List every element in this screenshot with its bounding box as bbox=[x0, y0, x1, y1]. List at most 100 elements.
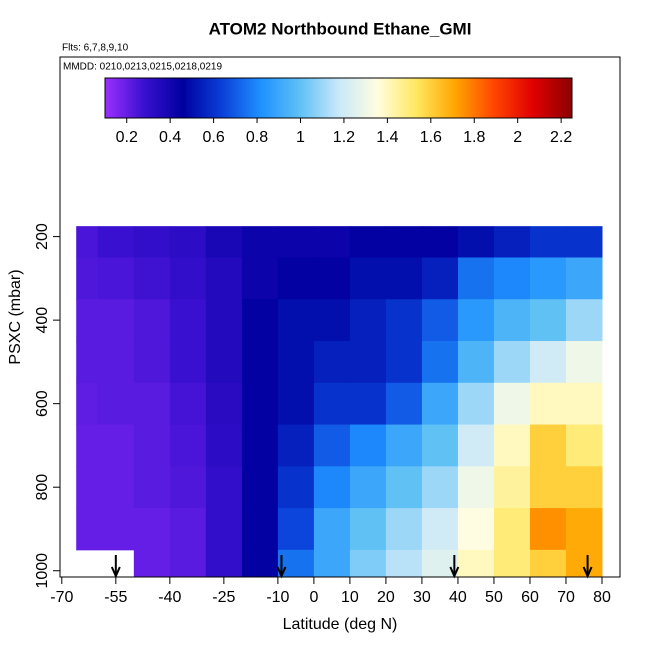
heat-cell bbox=[457, 226, 495, 258]
heat-cell bbox=[205, 466, 243, 509]
heat-cell bbox=[76, 466, 99, 509]
x-tick-label: -10 bbox=[266, 589, 289, 606]
heat-cell bbox=[76, 508, 99, 551]
heat-cell bbox=[97, 226, 135, 258]
x-tick-label: 60 bbox=[521, 589, 539, 606]
colorbar-tick-label: 1.2 bbox=[333, 129, 355, 146]
colorbar bbox=[104, 77, 573, 119]
heat-cell bbox=[493, 508, 531, 551]
heat-cell bbox=[529, 508, 567, 551]
heat-cell bbox=[385, 257, 423, 300]
colorbar-tick-label: 2.2 bbox=[550, 129, 572, 146]
subtitle: Flts: 6,7,8,9,10 bbox=[62, 43, 129, 54]
heat-cell bbox=[205, 382, 243, 426]
heat-cell bbox=[205, 341, 243, 384]
x-tick-label: 20 bbox=[377, 589, 395, 606]
heat-cell bbox=[133, 424, 171, 467]
heat-cell bbox=[205, 257, 243, 300]
heat-cell bbox=[313, 341, 351, 384]
heat-cell bbox=[169, 299, 207, 342]
heat-cell bbox=[277, 508, 315, 551]
heat-cell bbox=[241, 257, 279, 300]
heat-cell bbox=[277, 257, 315, 300]
heat-cell bbox=[277, 424, 315, 467]
heat-cell bbox=[385, 299, 423, 342]
heat-cell bbox=[277, 549, 315, 578]
heat-cell bbox=[76, 299, 99, 342]
heat-cell bbox=[133, 508, 171, 551]
heat-cell bbox=[421, 299, 459, 342]
heat-cell bbox=[313, 508, 351, 551]
heat-cell bbox=[457, 382, 495, 426]
heat-cell bbox=[97, 508, 135, 551]
arrow-head bbox=[449, 566, 460, 579]
y-tick-label: 1000 bbox=[34, 553, 51, 589]
heat-cell bbox=[241, 424, 279, 467]
heat-cell bbox=[205, 299, 243, 342]
heat-cell bbox=[241, 226, 279, 258]
heat-cell bbox=[457, 466, 495, 509]
chart-title: ATOM2 Northbound Ethane_GMI bbox=[209, 19, 472, 38]
colorbar-tick-label: 0.2 bbox=[116, 129, 138, 146]
y-tick-label: 400 bbox=[34, 307, 51, 334]
colorbar-tick-label: 1.8 bbox=[463, 129, 485, 146]
x-tick-label: -40 bbox=[158, 589, 181, 606]
heat-cell bbox=[529, 466, 567, 509]
heat-cell bbox=[133, 341, 171, 384]
heat-cell bbox=[385, 508, 423, 551]
heat-cell bbox=[385, 466, 423, 509]
heat-cell bbox=[277, 299, 315, 342]
heat-cell bbox=[529, 549, 567, 578]
colorbar-tick-label: 0.8 bbox=[246, 129, 268, 146]
heat-cell bbox=[457, 549, 495, 578]
heat-cell bbox=[565, 382, 603, 426]
heat-cell bbox=[385, 424, 423, 467]
heat-cell bbox=[277, 382, 315, 426]
heat-cell bbox=[421, 257, 459, 300]
annotation: MMDD: 0210,0213,0215,0218,0219 bbox=[63, 62, 222, 73]
heat-cell bbox=[313, 549, 351, 578]
heat-cell bbox=[133, 466, 171, 509]
y-tick-label: 800 bbox=[34, 474, 51, 501]
arrow-head bbox=[110, 566, 121, 579]
heat-cell bbox=[97, 382, 135, 426]
heat-cell bbox=[349, 424, 387, 467]
heat-cell bbox=[493, 549, 531, 578]
x-tick-label: 30 bbox=[413, 589, 431, 606]
heat-cell bbox=[97, 424, 135, 467]
x-tick-label: 40 bbox=[449, 589, 467, 606]
x-tick-label: 0 bbox=[309, 589, 318, 606]
heat-cell bbox=[241, 549, 279, 578]
heat-cell bbox=[421, 382, 459, 426]
heat-cell bbox=[385, 382, 423, 426]
heat-cell bbox=[493, 299, 531, 342]
heat-cell bbox=[241, 341, 279, 384]
heat-cell bbox=[529, 424, 567, 467]
heat-cell bbox=[349, 508, 387, 551]
heat-cell bbox=[529, 299, 567, 342]
colorbar-tick-label: 0.4 bbox=[159, 129, 181, 146]
arrow-head bbox=[276, 566, 287, 579]
colorbar-tick-label: 1.4 bbox=[376, 129, 398, 146]
heat-cell bbox=[457, 257, 495, 300]
heat-cell bbox=[457, 508, 495, 551]
heat-cell bbox=[529, 226, 567, 258]
heat-cell bbox=[349, 226, 387, 258]
heat-cell bbox=[349, 382, 387, 426]
heat-cell bbox=[133, 257, 171, 300]
heat-cell bbox=[313, 382, 351, 426]
heat-cell bbox=[493, 257, 531, 300]
heat-cell bbox=[169, 382, 207, 426]
heat-cell bbox=[169, 341, 207, 384]
heat-cell bbox=[457, 424, 495, 467]
heat-cell bbox=[457, 341, 495, 384]
heat-cell bbox=[133, 549, 171, 578]
heat-cell bbox=[421, 466, 459, 509]
heat-cell bbox=[385, 549, 423, 578]
heat-cell bbox=[313, 466, 351, 509]
y-tick-label: 200 bbox=[34, 223, 51, 250]
colorbar-tick-label: 1 bbox=[296, 129, 305, 146]
x-tick-label: -55 bbox=[104, 589, 127, 606]
y-tick-label: 600 bbox=[34, 390, 51, 417]
